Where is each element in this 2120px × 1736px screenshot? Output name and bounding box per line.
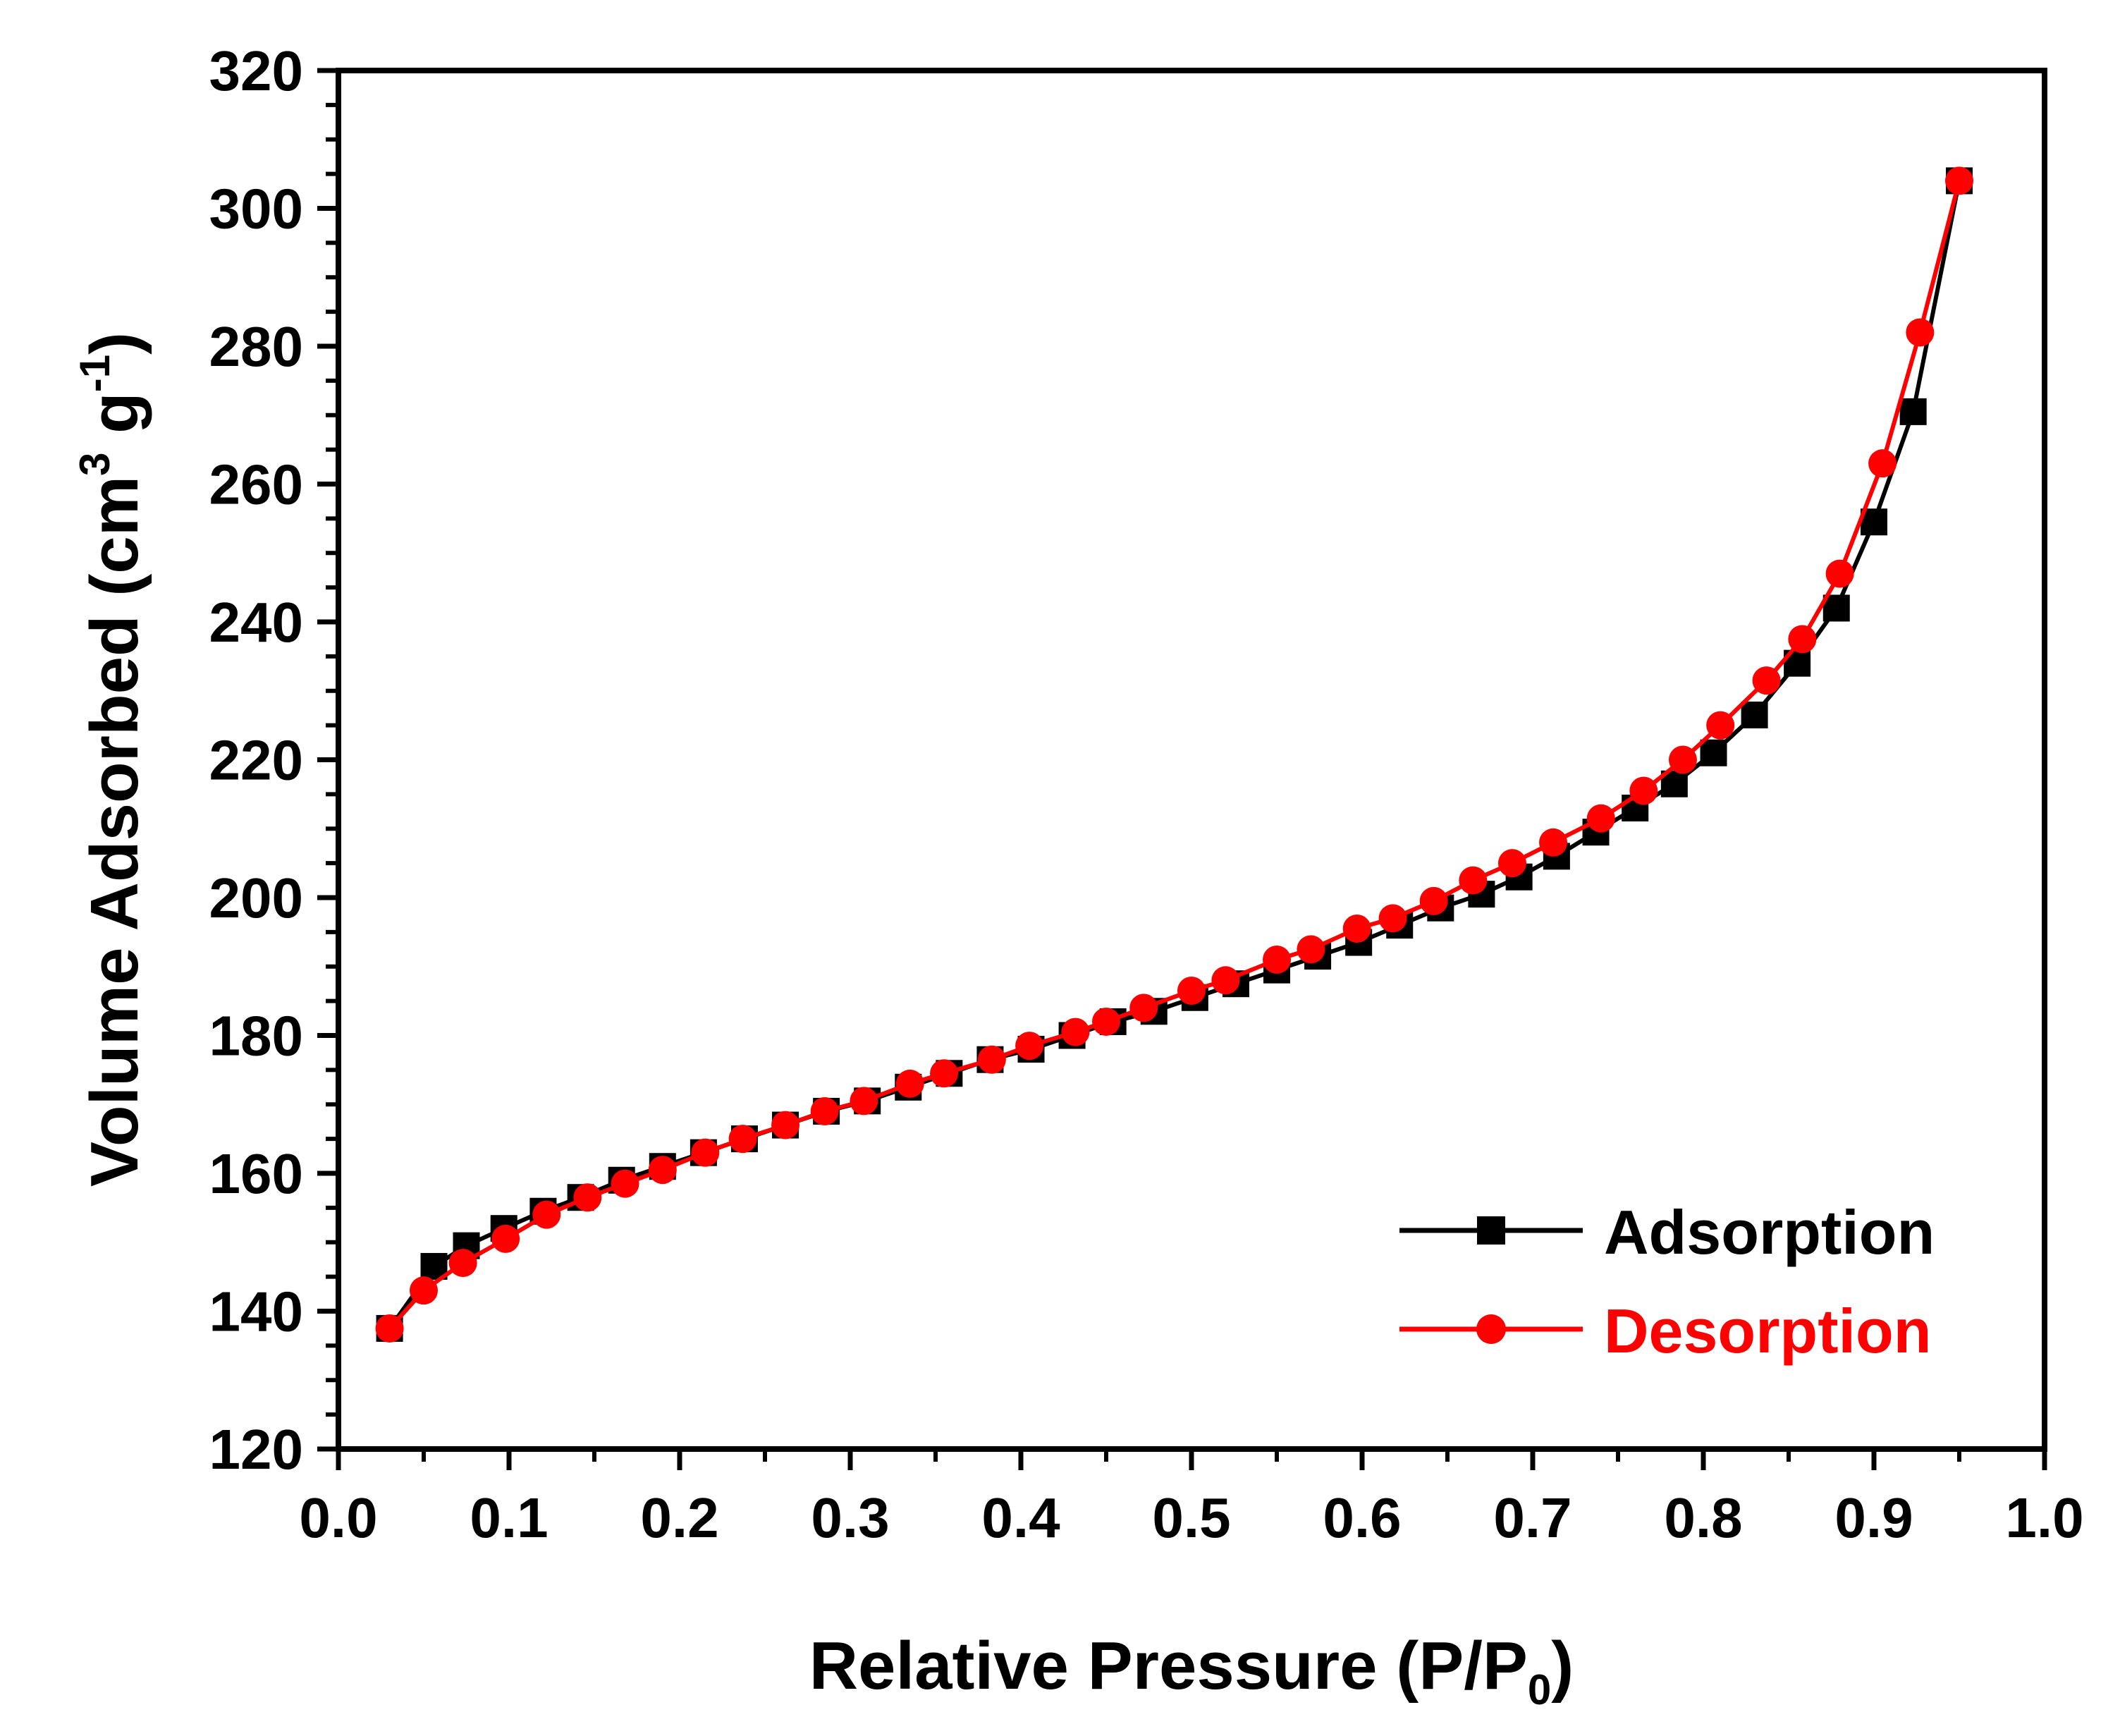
x-axis-title-main: Relative Pressure (P/P: [809, 1628, 1528, 1704]
x-axis-title-close: ): [1551, 1628, 1574, 1704]
legend-item-desorption: Desorption: [1399, 1296, 1931, 1366]
x-tick-label: 0.9: [1834, 1486, 1913, 1549]
x-tick-label: 0.6: [1323, 1486, 1401, 1549]
data-point-desorption: [448, 1249, 477, 1278]
y-tick-label: 240: [209, 591, 303, 654]
y-axis-title: Volume Adsorbed (cm3 g-1): [71, 332, 152, 1187]
data-point-desorption: [1706, 711, 1735, 740]
legend-label-desorption: Desorption: [1604, 1296, 1931, 1366]
y-tick-label: 140: [209, 1280, 303, 1343]
legend-label-adsorption: Adsorption: [1604, 1197, 1935, 1267]
data-point-desorption: [1459, 866, 1488, 895]
data-point-desorption: [895, 1069, 924, 1098]
x-tick-label: 0.5: [1152, 1486, 1230, 1549]
data-point-desorption: [728, 1125, 757, 1154]
data-point-desorption: [410, 1276, 438, 1305]
y-axis-title-superscript-2: -1: [71, 355, 118, 392]
legend-marker-desorption: [1476, 1314, 1506, 1344]
y-axis-title-mid: g: [77, 392, 152, 452]
y-tick-label: 280: [209, 315, 303, 378]
legend-marker-adsorption: [1477, 1216, 1505, 1245]
x-tick-label: 0.2: [640, 1486, 718, 1549]
data-point-desorption: [1788, 625, 1817, 654]
data-point-desorption: [1263, 945, 1291, 974]
data-point-desorption: [1378, 904, 1407, 933]
y-tick-label: 200: [209, 867, 303, 929]
data-point-desorption: [810, 1097, 839, 1126]
y-tick-label: 180: [209, 1005, 303, 1068]
data-point-desorption: [375, 1314, 404, 1343]
data-point-desorption: [1211, 966, 1240, 995]
data-point-desorption: [1342, 914, 1371, 943]
data-point-adsorption: [1700, 739, 1727, 766]
legend: Adsorption Desorption: [1399, 1197, 1935, 1366]
data-point-desorption: [1945, 166, 1973, 195]
series-adsorption: [376, 167, 1973, 1342]
data-point-desorption: [573, 1183, 602, 1212]
data-point-desorption: [1129, 994, 1158, 1022]
data-point-desorption: [771, 1111, 800, 1139]
data-point-desorption: [1092, 1007, 1120, 1036]
x-tick-label: 0.3: [811, 1486, 889, 1549]
x-tick-label: 1.0: [2005, 1486, 2083, 1549]
data-point-desorption: [1497, 849, 1526, 878]
data-point-desorption: [1629, 776, 1658, 805]
y-tick-label: 320: [209, 39, 303, 102]
data-point-desorption: [1868, 449, 1897, 478]
series-line-desorption: [388, 180, 1961, 1330]
data-point-desorption: [1668, 745, 1697, 774]
series-desorption: [375, 166, 1973, 1343]
y-axis-title-superscript-1: 3: [71, 453, 118, 476]
y-axis-title-close: ): [77, 332, 152, 355]
data-point-desorption: [930, 1059, 959, 1088]
x-tick-label: 0.8: [1664, 1486, 1742, 1549]
x-axis-title: Relative Pressure (P/P0): [809, 1628, 1574, 1713]
data-point-adsorption: [1741, 701, 1768, 728]
data-point-desorption: [1419, 886, 1448, 915]
y-axis-title-main: Volume Adsorbed (cm: [77, 476, 152, 1187]
data-point-desorption: [532, 1200, 561, 1229]
series-layer: [375, 166, 1973, 1343]
data-point-desorption: [491, 1224, 520, 1253]
data-point-adsorption: [1899, 398, 1927, 425]
data-point-desorption: [1297, 935, 1325, 964]
y-tick-label: 260: [209, 453, 303, 516]
data-point-desorption: [1586, 804, 1615, 833]
x-tick-label: 0.1: [470, 1486, 548, 1549]
y-tick-label: 300: [209, 178, 303, 240]
data-point-desorption: [850, 1087, 878, 1115]
x-axis: 0.0 0.1 0.2 0.3 0.4 0.5 0.6 0.7 0.8 0.9 1.0: [299, 1449, 2084, 1549]
x-tick-label: 0.7: [1493, 1486, 1571, 1549]
x-tick-label: 0.4: [981, 1486, 1060, 1549]
data-point-desorption: [1539, 828, 1568, 857]
data-point-desorption: [1906, 318, 1935, 347]
data-point-desorption: [977, 1045, 1006, 1074]
data-point-desorption: [1177, 976, 1206, 1005]
legend-item-adsorption: Adsorption: [1399, 1197, 1935, 1267]
data-point-desorption: [691, 1138, 720, 1167]
x-tick-label: 0.0: [299, 1486, 377, 1549]
y-tick-label: 160: [209, 1142, 303, 1205]
x-axis-title-subscript: 0: [1528, 1666, 1551, 1713]
y-tick-label: 220: [209, 729, 303, 792]
data-point-desorption: [611, 1169, 639, 1198]
data-point-desorption: [1825, 559, 1854, 588]
y-axis: 120 140 160 180 200 220 240 260 280 300 320: [209, 39, 338, 1481]
y-tick-label: 120: [209, 1418, 303, 1481]
data-point-desorption: [1752, 666, 1781, 695]
data-point-desorption: [1015, 1032, 1044, 1060]
data-point-desorption: [1061, 1017, 1090, 1046]
data-point-desorption: [648, 1156, 677, 1185]
